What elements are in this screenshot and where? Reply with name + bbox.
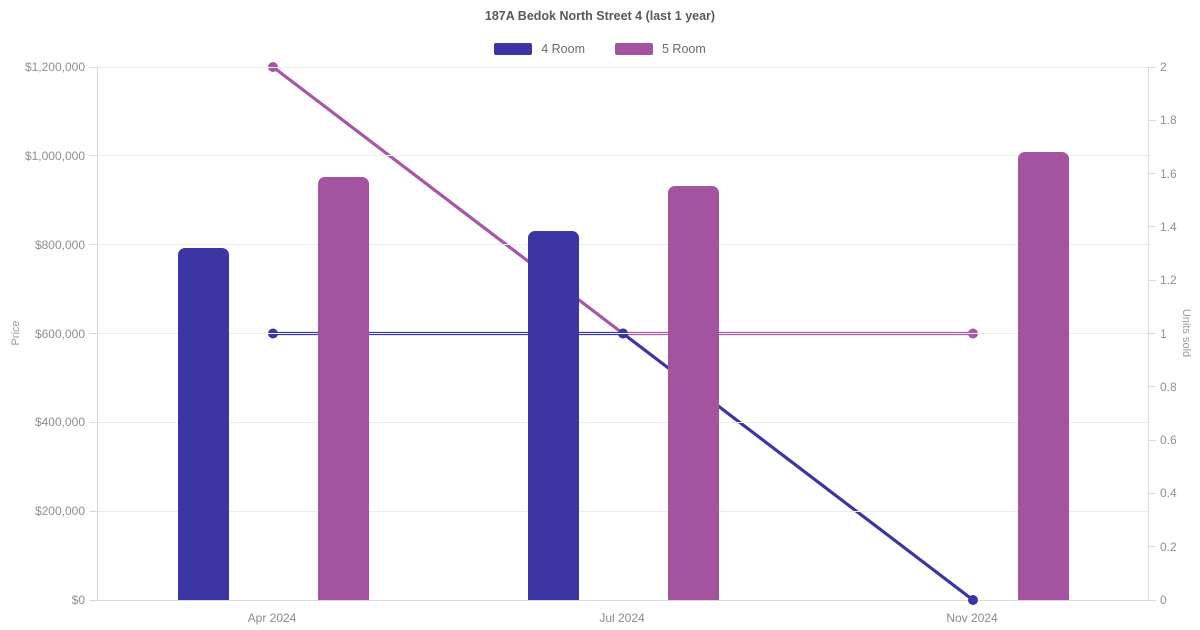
right-axis-tick-label: 0.8 [1160,379,1177,394]
legend: 4 Room 5 Room [0,42,1200,56]
grid-line [98,421,1148,423]
left-axis-tick-mark [89,421,97,423]
grid-line [98,244,1148,246]
left-axis-tick-label: $400,000 [34,415,85,430]
right-axis-tick-mark [1148,546,1156,548]
right-axis-tick-mark [1148,386,1156,388]
left-axis-tick-mark [89,244,97,246]
legend-label-5-room: 5 Room [662,42,706,56]
legend-item-4-room[interactable]: 4 Room [494,42,585,56]
right-axis-tick-mark [1148,599,1156,601]
right-axis-tick-label: 1.8 [1160,113,1177,128]
left-axis-tick-mark [89,155,97,157]
bar-5-room-apr-2024[interactable] [317,177,369,600]
right-axis-tick-label: 1.2 [1160,273,1177,288]
bar-4-room-apr-2024[interactable] [177,248,229,600]
right-axis-tick-label: 1 [1160,326,1167,341]
left-axis-tick-label: $600,000 [34,326,85,341]
right-axis-tick-mark [1148,439,1156,441]
legend-swatch-5-room-icon [615,43,653,55]
y-axis-title-units-sold: Units sold [1180,308,1192,358]
legend-item-5-room[interactable]: 5 Room [615,42,706,56]
left-axis-tick-label: $800,000 [34,237,85,252]
plot-area [97,62,1149,605]
legend-label-4-room: 4 Room [541,42,585,56]
right-axis-tick-label: 0.6 [1160,433,1177,448]
left-axis-tick-mark [89,599,97,601]
grid-line [98,333,1148,334]
right-axis-tick-label: 0.2 [1160,539,1177,554]
right-axis-tick-mark [1148,279,1156,281]
left-axis-tick-label: $1,200,000 [24,60,85,74]
data-point-4-room-nov-2024[interactable] [968,595,978,605]
line-5-room [271,65,975,336]
left-axis-tick-mark [89,510,97,512]
line-4-room [271,331,975,602]
grid-line [98,66,1148,68]
right-axis-tick-mark [1148,226,1156,228]
right-axis-tick-label: 2 [1160,60,1167,74]
grid-line [98,155,1148,157]
left-axis-tick-mark [89,333,97,334]
left-axis-tick-mark [89,66,97,68]
right-axis-tick-label: 0.4 [1160,486,1177,501]
bar-5-room-nov-2024[interactable] [1017,152,1069,600]
x-axis-tick-label: Nov 2024 [946,611,998,625]
right-axis-tick-label: 1.6 [1160,166,1177,181]
left-axis-tick-label: $200,000 [34,504,85,519]
right-axis-tick-mark [1148,173,1156,175]
bar-4-room-jul-2024[interactable] [527,231,579,600]
left-axis-tick-label: $1,000,000 [24,148,85,163]
right-axis-tick-mark [1148,66,1156,68]
bar-5-room-jul-2024[interactable] [667,186,719,600]
legend-swatch-4-room-icon [494,43,533,55]
right-axis-tick-label: 1.4 [1160,219,1177,234]
grid-line [98,510,1148,512]
right-axis-tick-mark [1148,333,1156,334]
x-axis-tick-label: Jul 2024 [599,611,645,625]
x-axis-tick-label: Apr 2024 [247,611,297,625]
right-axis-tick-mark [1148,492,1156,494]
right-axis-tick-mark [1148,119,1156,121]
chart-title: 187A Bedok North Street 4 (last 1 year) [484,9,716,23]
right-axis-tick-label: 0 [1160,593,1167,607]
left-axis-tick-label: $0 [71,593,85,607]
